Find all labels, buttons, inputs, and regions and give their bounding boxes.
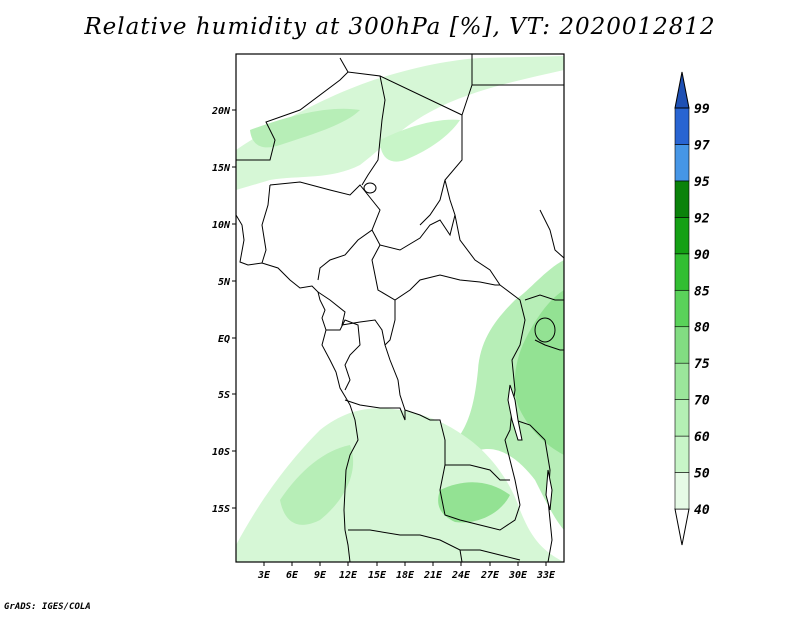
lake-victoria (534, 317, 556, 343)
lon-label-27e: 27E (480, 570, 500, 581)
colorbar-label-99: 99 (694, 102, 710, 117)
colorbar-label-60: 60 (694, 430, 710, 445)
colorbar-label-92: 92 (694, 211, 710, 226)
lat-label-10n: 10N (212, 220, 231, 231)
colorbar-label-70: 70 (694, 394, 710, 409)
border-nigeria (261, 184, 271, 264)
lat-label-15s: 15S (212, 504, 230, 515)
lat-label-5s: 5S (218, 390, 230, 401)
map-frame (235, 53, 565, 563)
humidity-north-patch (250, 108, 360, 148)
colorbar-label-90: 90 (694, 248, 710, 263)
border-drc-2 (404, 409, 510, 481)
lon-label-9e: 9E (314, 570, 327, 581)
lon-label-15e: 15E (368, 570, 387, 581)
border-east-3 (534, 339, 564, 351)
humidity-east-core (514, 290, 564, 455)
border-angola (344, 399, 406, 421)
colorbar-segment-75-80 (674, 326, 690, 364)
colorbar-segments (674, 71, 690, 546)
colorbar-segment-95-97 (674, 144, 690, 182)
colorbar-label-50: 50 (694, 467, 710, 482)
border-east-1 (539, 209, 565, 259)
border-drc-1 (384, 300, 396, 346)
lat-label-20n: 20N (211, 106, 231, 117)
lon-label-33e: 33E (536, 570, 556, 581)
humidity-south-patch (280, 445, 354, 525)
humidity-north-band (236, 56, 564, 190)
border-angola-south (348, 529, 521, 561)
border-car (371, 229, 500, 301)
border-zambia (439, 464, 521, 531)
colorbar-label-40: 40 (694, 503, 710, 518)
colorbar-segment-80-85 (674, 289, 690, 328)
humidity-south-patch-2 (438, 482, 510, 523)
lon-label-18e: 18E (396, 570, 415, 581)
map-title: Relative humidity at 300hPa [%], VT: 202… (84, 14, 716, 40)
border-east-5 (514, 419, 546, 441)
colorbar-segment-97-99 (674, 107, 690, 145)
footer-credit: GrADS: IGES/COLA (4, 602, 91, 612)
lon-label-12e: 12E (339, 570, 358, 581)
lon-label-6e: 6E (286, 570, 299, 581)
coastline-west (235, 214, 359, 563)
humidity-field (236, 56, 564, 562)
border-east-2 (524, 294, 564, 301)
colorbar-segment-70-75 (674, 362, 690, 400)
colorbar-label-97: 97 (694, 138, 710, 153)
humidity-north-patch-2 (380, 119, 460, 162)
lake-chad (363, 182, 377, 194)
border-north-2 (339, 57, 349, 73)
lat-label-eq: EQ (218, 334, 230, 345)
lake-malawi (545, 469, 553, 511)
colorbar-segment-60-70 (674, 399, 690, 437)
colorbar-label-80: 80 (694, 321, 710, 336)
colorbar-label-75: 75 (694, 357, 710, 372)
border-sahel (269, 181, 381, 281)
border-sudan (444, 179, 501, 286)
colorbar-segment-above-99 (674, 71, 690, 109)
lon-axis: 3E 6E 9E 12E 15E 18E 21E 24E 27E 30E 33E (257, 562, 556, 581)
humidity-south-region (236, 408, 564, 562)
border-south (459, 549, 463, 563)
lon-label-24e: 24E (451, 570, 471, 581)
lat-label-10s: 10S (212, 447, 230, 458)
colorbar-label-85: 85 (694, 284, 710, 299)
lake-tanganyika (507, 384, 523, 441)
colorbar-segment-40-50 (674, 472, 690, 510)
lat-axis: 20N 15N 10N 5N EQ 5S 10S 15S (211, 106, 236, 515)
colorbar-segment-85-90 (674, 253, 690, 291)
colorbar-label-95: 95 (694, 175, 710, 190)
colorbar-segment-90-92 (674, 217, 690, 255)
lon-label-3e: 3E (257, 570, 271, 581)
border-gabon (326, 319, 361, 391)
colorbar: 40 50 60 70 75 80 85 90 92 95 97 99 (674, 71, 710, 546)
colorbar-segment-92-95 (674, 180, 690, 218)
colorbar-segment-50-60 (674, 435, 690, 473)
country-borders (235, 54, 565, 563)
colorbar-segment-below-40 (674, 508, 690, 546)
lon-label-21e: 21E (423, 570, 443, 581)
border-car-2 (379, 214, 456, 251)
colorbar-labels: 40 50 60 70 75 80 85 90 92 95 97 99 (694, 102, 710, 518)
lat-label-5n: 5N (218, 277, 231, 288)
lat-label-15n: 15N (212, 163, 231, 174)
border-congo (317, 291, 406, 411)
lon-label-30e: 30E (508, 570, 528, 581)
lakes (363, 182, 556, 511)
